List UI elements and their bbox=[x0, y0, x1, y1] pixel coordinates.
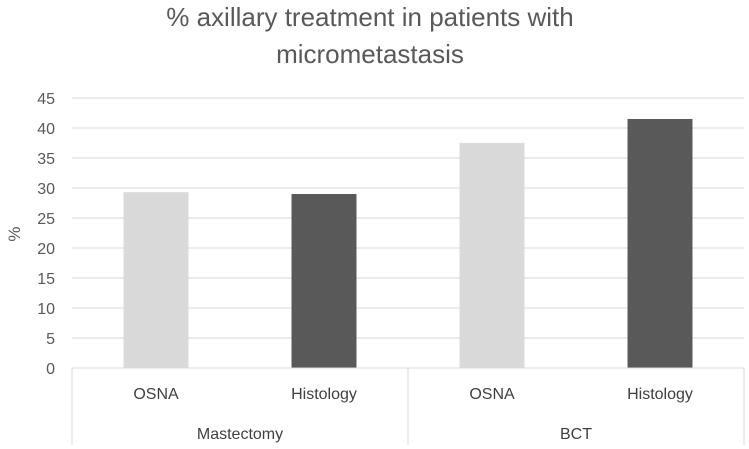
bar-mastectomy-histology bbox=[291, 194, 357, 368]
y-tick-label: 35 bbox=[37, 151, 55, 168]
x-group-label: Mastectomy bbox=[197, 426, 283, 443]
y-axis-ticks: 0 5 10 15 20 25 30 35 40 45 bbox=[37, 91, 55, 378]
bar-bct-osna bbox=[459, 143, 525, 368]
y-tick-label: 10 bbox=[37, 301, 55, 318]
chart-title-line-2: micrometastasis bbox=[276, 39, 464, 69]
y-axis-label: % bbox=[5, 226, 24, 241]
y-tick-label: 25 bbox=[37, 211, 55, 228]
y-tick-label: 20 bbox=[37, 241, 55, 258]
bars bbox=[123, 119, 693, 368]
x-axis: OSNA Histology OSNA Histology Mastectomy BCT bbox=[71, 367, 745, 445]
x-group-label: BCT bbox=[560, 426, 592, 443]
y-tick-label: 45 bbox=[37, 91, 55, 108]
x-category-label: Histology bbox=[291, 386, 357, 403]
chart-title-line-1: % axillary treatment in patients with bbox=[166, 2, 574, 32]
x-category-label: OSNA bbox=[469, 386, 515, 403]
y-tick-label: 30 bbox=[37, 181, 55, 198]
y-tick-label: 40 bbox=[37, 121, 55, 138]
bar-bct-histology bbox=[627, 119, 693, 368]
y-tick-label: 15 bbox=[37, 271, 55, 288]
x-category-label: Histology bbox=[627, 386, 693, 403]
x-category-label: OSNA bbox=[133, 386, 179, 403]
y-tick-label: 0 bbox=[46, 361, 55, 378]
y-tick-label: 5 bbox=[46, 331, 55, 348]
bar-mastectomy-osna bbox=[123, 192, 189, 368]
